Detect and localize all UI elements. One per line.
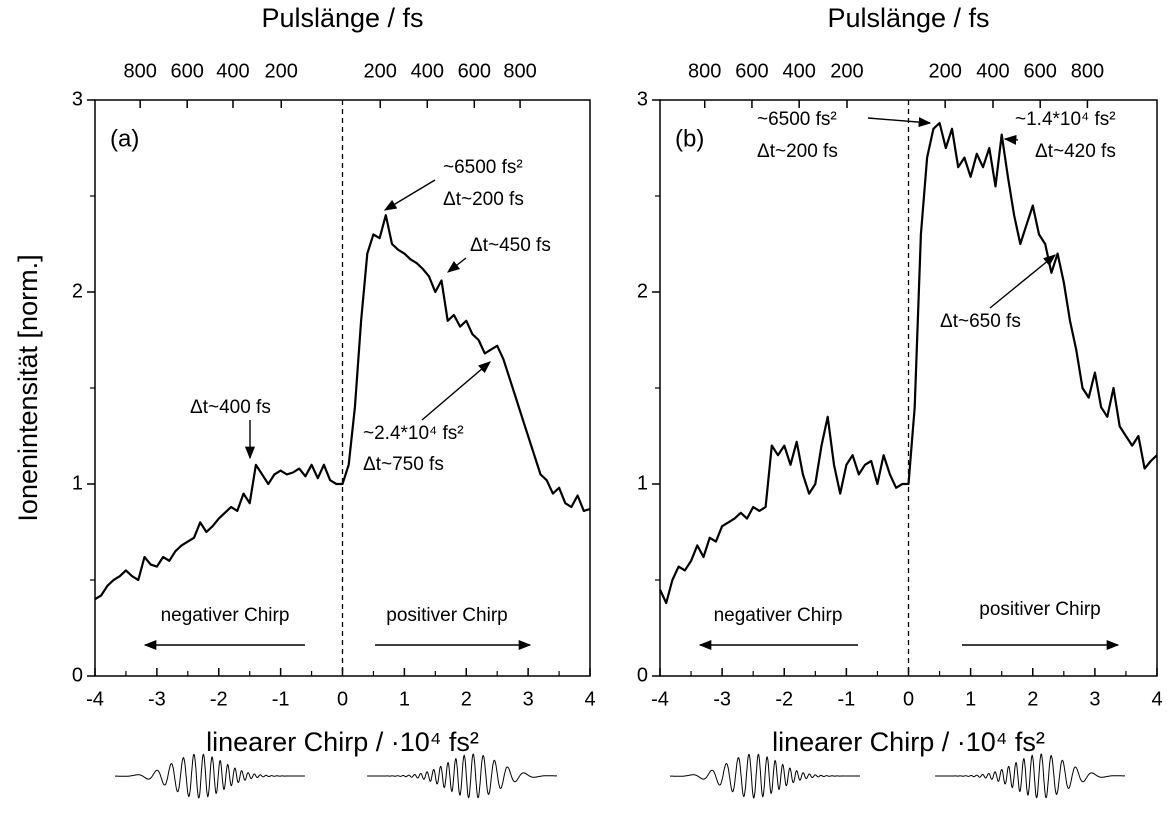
- x-tick-label: 4: [584, 688, 595, 710]
- panel-label: (b): [675, 125, 704, 152]
- x2-tick-label: 400: [782, 60, 815, 82]
- annotation: ~6500 fs²: [443, 157, 523, 178]
- x-tick-label: 2: [1027, 688, 1038, 710]
- annotation: Δt~450 fs: [470, 235, 551, 256]
- y-tick-label: 3: [72, 88, 83, 110]
- annotation: Δt~200 fs: [757, 141, 838, 162]
- x2-tick-label: 200: [928, 60, 961, 82]
- x-tick-label: 1: [965, 688, 976, 710]
- annotation: Δt~420 fs: [1035, 141, 1116, 162]
- x-tick-label: 0: [337, 688, 348, 710]
- x2-tick-label: 400: [411, 60, 444, 82]
- x2-tick-label: 200: [265, 60, 298, 82]
- x-tick-label: -4: [651, 688, 669, 710]
- x-tick-label: 3: [1089, 688, 1100, 710]
- pulse-icon: [367, 753, 557, 799]
- annotation: positiver Chirp: [386, 605, 507, 626]
- annotation: ~1.4*10⁴ fs²: [1015, 109, 1116, 130]
- y-tick-label: 2: [72, 280, 83, 302]
- annotation: Δt~750 fs: [363, 454, 444, 475]
- x-tick-label: -2: [775, 688, 793, 710]
- annotation-arrow: [989, 254, 1056, 309]
- x2-tick-label: 800: [688, 60, 721, 82]
- annotation-arrow: [383, 179, 436, 211]
- x-tick-label: 3: [523, 688, 534, 710]
- x-tick-label: 1: [399, 688, 410, 710]
- x-tick-label: 4: [1151, 688, 1162, 710]
- x-axis-label: linearer Chirp / ·10⁴ fs²: [206, 727, 479, 757]
- pulse-icon: [115, 753, 305, 799]
- data-line: [659, 121, 1158, 605]
- y-tick-label: 2: [637, 280, 648, 302]
- x-tick-label: 2: [461, 688, 472, 710]
- x-tick-label: -1: [837, 688, 855, 710]
- y-tick-label: 0: [637, 664, 648, 686]
- x2-tick-label: 200: [830, 60, 863, 82]
- annotation: positiver Chirp: [979, 599, 1100, 620]
- x-tick-label: -4: [86, 688, 104, 710]
- pulse-icon: [935, 753, 1125, 799]
- data-line: [94, 214, 591, 601]
- x2-tick-label: 600: [171, 60, 204, 82]
- y-tick-label: 1: [72, 472, 83, 494]
- panel-label: (a): [110, 125, 139, 152]
- y-tick-label: 1: [637, 472, 648, 494]
- annotation-arrow: [421, 361, 491, 421]
- x-tick-label: -3: [148, 688, 166, 710]
- x-tick-label: -2: [210, 688, 228, 710]
- x2-tick-label: 600: [458, 60, 491, 82]
- pulse-icon: [670, 753, 860, 799]
- x2-axis-label: Pulslänge / fs: [827, 3, 989, 33]
- annotation: ~2.4*10⁴ fs²: [363, 423, 464, 444]
- x-tick-label: -3: [713, 688, 731, 710]
- x2-tick-label: 800: [123, 60, 156, 82]
- annotation-arrow: [867, 117, 932, 128]
- annotation: Δt~400 fs: [190, 397, 271, 418]
- x2-tick-label: 800: [503, 60, 536, 82]
- x2-tick-label: 600: [1024, 60, 1057, 82]
- x-tick-label: -1: [272, 688, 290, 710]
- y-tick-label: 3: [637, 88, 648, 110]
- annotation: ~6500 fs²: [757, 109, 837, 130]
- annotation: Δt~650 fs: [940, 311, 1021, 332]
- y-axis-label: Ionenintensität [norm.]: [13, 254, 43, 521]
- y-tick-label: 0: [72, 664, 83, 686]
- x2-tick-label: 800: [1071, 60, 1104, 82]
- x-axis-label: linearer Chirp / ·10⁴ fs²: [772, 727, 1045, 757]
- x2-tick-label: 600: [735, 60, 768, 82]
- annotation-arrow: [447, 257, 467, 273]
- x2-axis-label: Pulslänge / fs: [261, 3, 423, 33]
- x2-tick-label: 400: [976, 60, 1009, 82]
- x2-tick-label: 400: [216, 60, 249, 82]
- annotation: negativer Chirp: [714, 605, 843, 626]
- x2-tick-label: 200: [364, 60, 397, 82]
- annotation-arrow: [1003, 134, 1019, 145]
- annotation: Δt~200 fs: [443, 189, 524, 210]
- x-tick-label: 0: [903, 688, 914, 710]
- annotation: negativer Chirp: [161, 605, 290, 626]
